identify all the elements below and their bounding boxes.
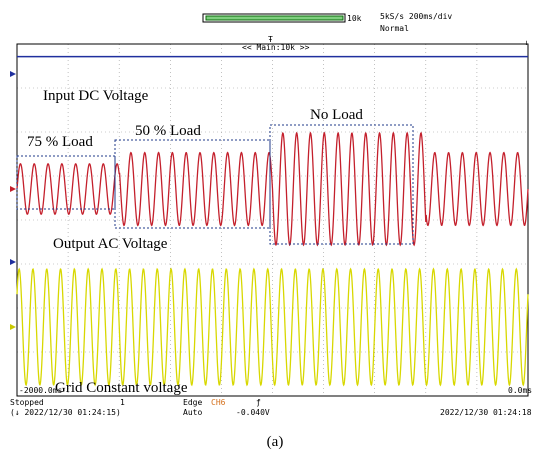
start-timestamp: (↓ 2022/12/30 01:24:15) bbox=[10, 408, 121, 417]
annotation-load-75: 75 % Load bbox=[27, 134, 93, 150]
record-length-bar bbox=[202, 13, 346, 23]
record-length-label: 10k bbox=[347, 14, 362, 23]
trace-grid-constant bbox=[16, 267, 529, 387]
annotation-no-load: No Load bbox=[310, 107, 363, 123]
time-right-label: 0.0ms bbox=[508, 386, 532, 395]
annotation-output-ac: Output AC Voltage bbox=[53, 236, 168, 252]
figure-caption: (a) bbox=[266, 434, 284, 450]
trigger-position-icon: Ŧ bbox=[268, 35, 273, 44]
time-left-label: -2000.0ms bbox=[19, 386, 63, 395]
sample-rate-label: 5kS/s 200ms/div bbox=[380, 12, 452, 21]
zoom-label: << Main:10k >> bbox=[242, 43, 310, 52]
load-50-box bbox=[114, 139, 271, 229]
trigger-channel: CH6 bbox=[211, 398, 226, 407]
scroll-arrow-icon: ↓ bbox=[524, 38, 529, 47]
end-timestamp: 2022/12/30 01:24:18 bbox=[440, 408, 532, 417]
annotation-grid-constant: Grid Constant voltage bbox=[55, 380, 188, 396]
trigger-level: -0.040V bbox=[236, 408, 270, 417]
plot-frame bbox=[16, 43, 529, 397]
rising-edge-icon: ƒ bbox=[256, 398, 261, 407]
annotation-load-50: 50 % Load bbox=[135, 123, 201, 139]
channel-markers bbox=[10, 71, 16, 330]
annotation-input-dc: Input DC Voltage bbox=[43, 88, 149, 104]
acquisition-mode: Auto bbox=[183, 408, 202, 417]
trace-output-ac bbox=[16, 131, 529, 247]
ac-channel-marker bbox=[10, 186, 16, 192]
grid-channel-marker bbox=[10, 324, 16, 330]
status-state: Stopped bbox=[10, 398, 44, 407]
ac-offset-marker bbox=[10, 259, 16, 265]
no-load-box bbox=[269, 124, 414, 245]
acquisition-count: 1 bbox=[120, 398, 125, 407]
trigger-type: Edge bbox=[183, 398, 202, 407]
load-75-box bbox=[16, 155, 116, 210]
trigger-mode-label: Normal bbox=[380, 24, 409, 33]
dc-channel-marker bbox=[10, 71, 16, 77]
